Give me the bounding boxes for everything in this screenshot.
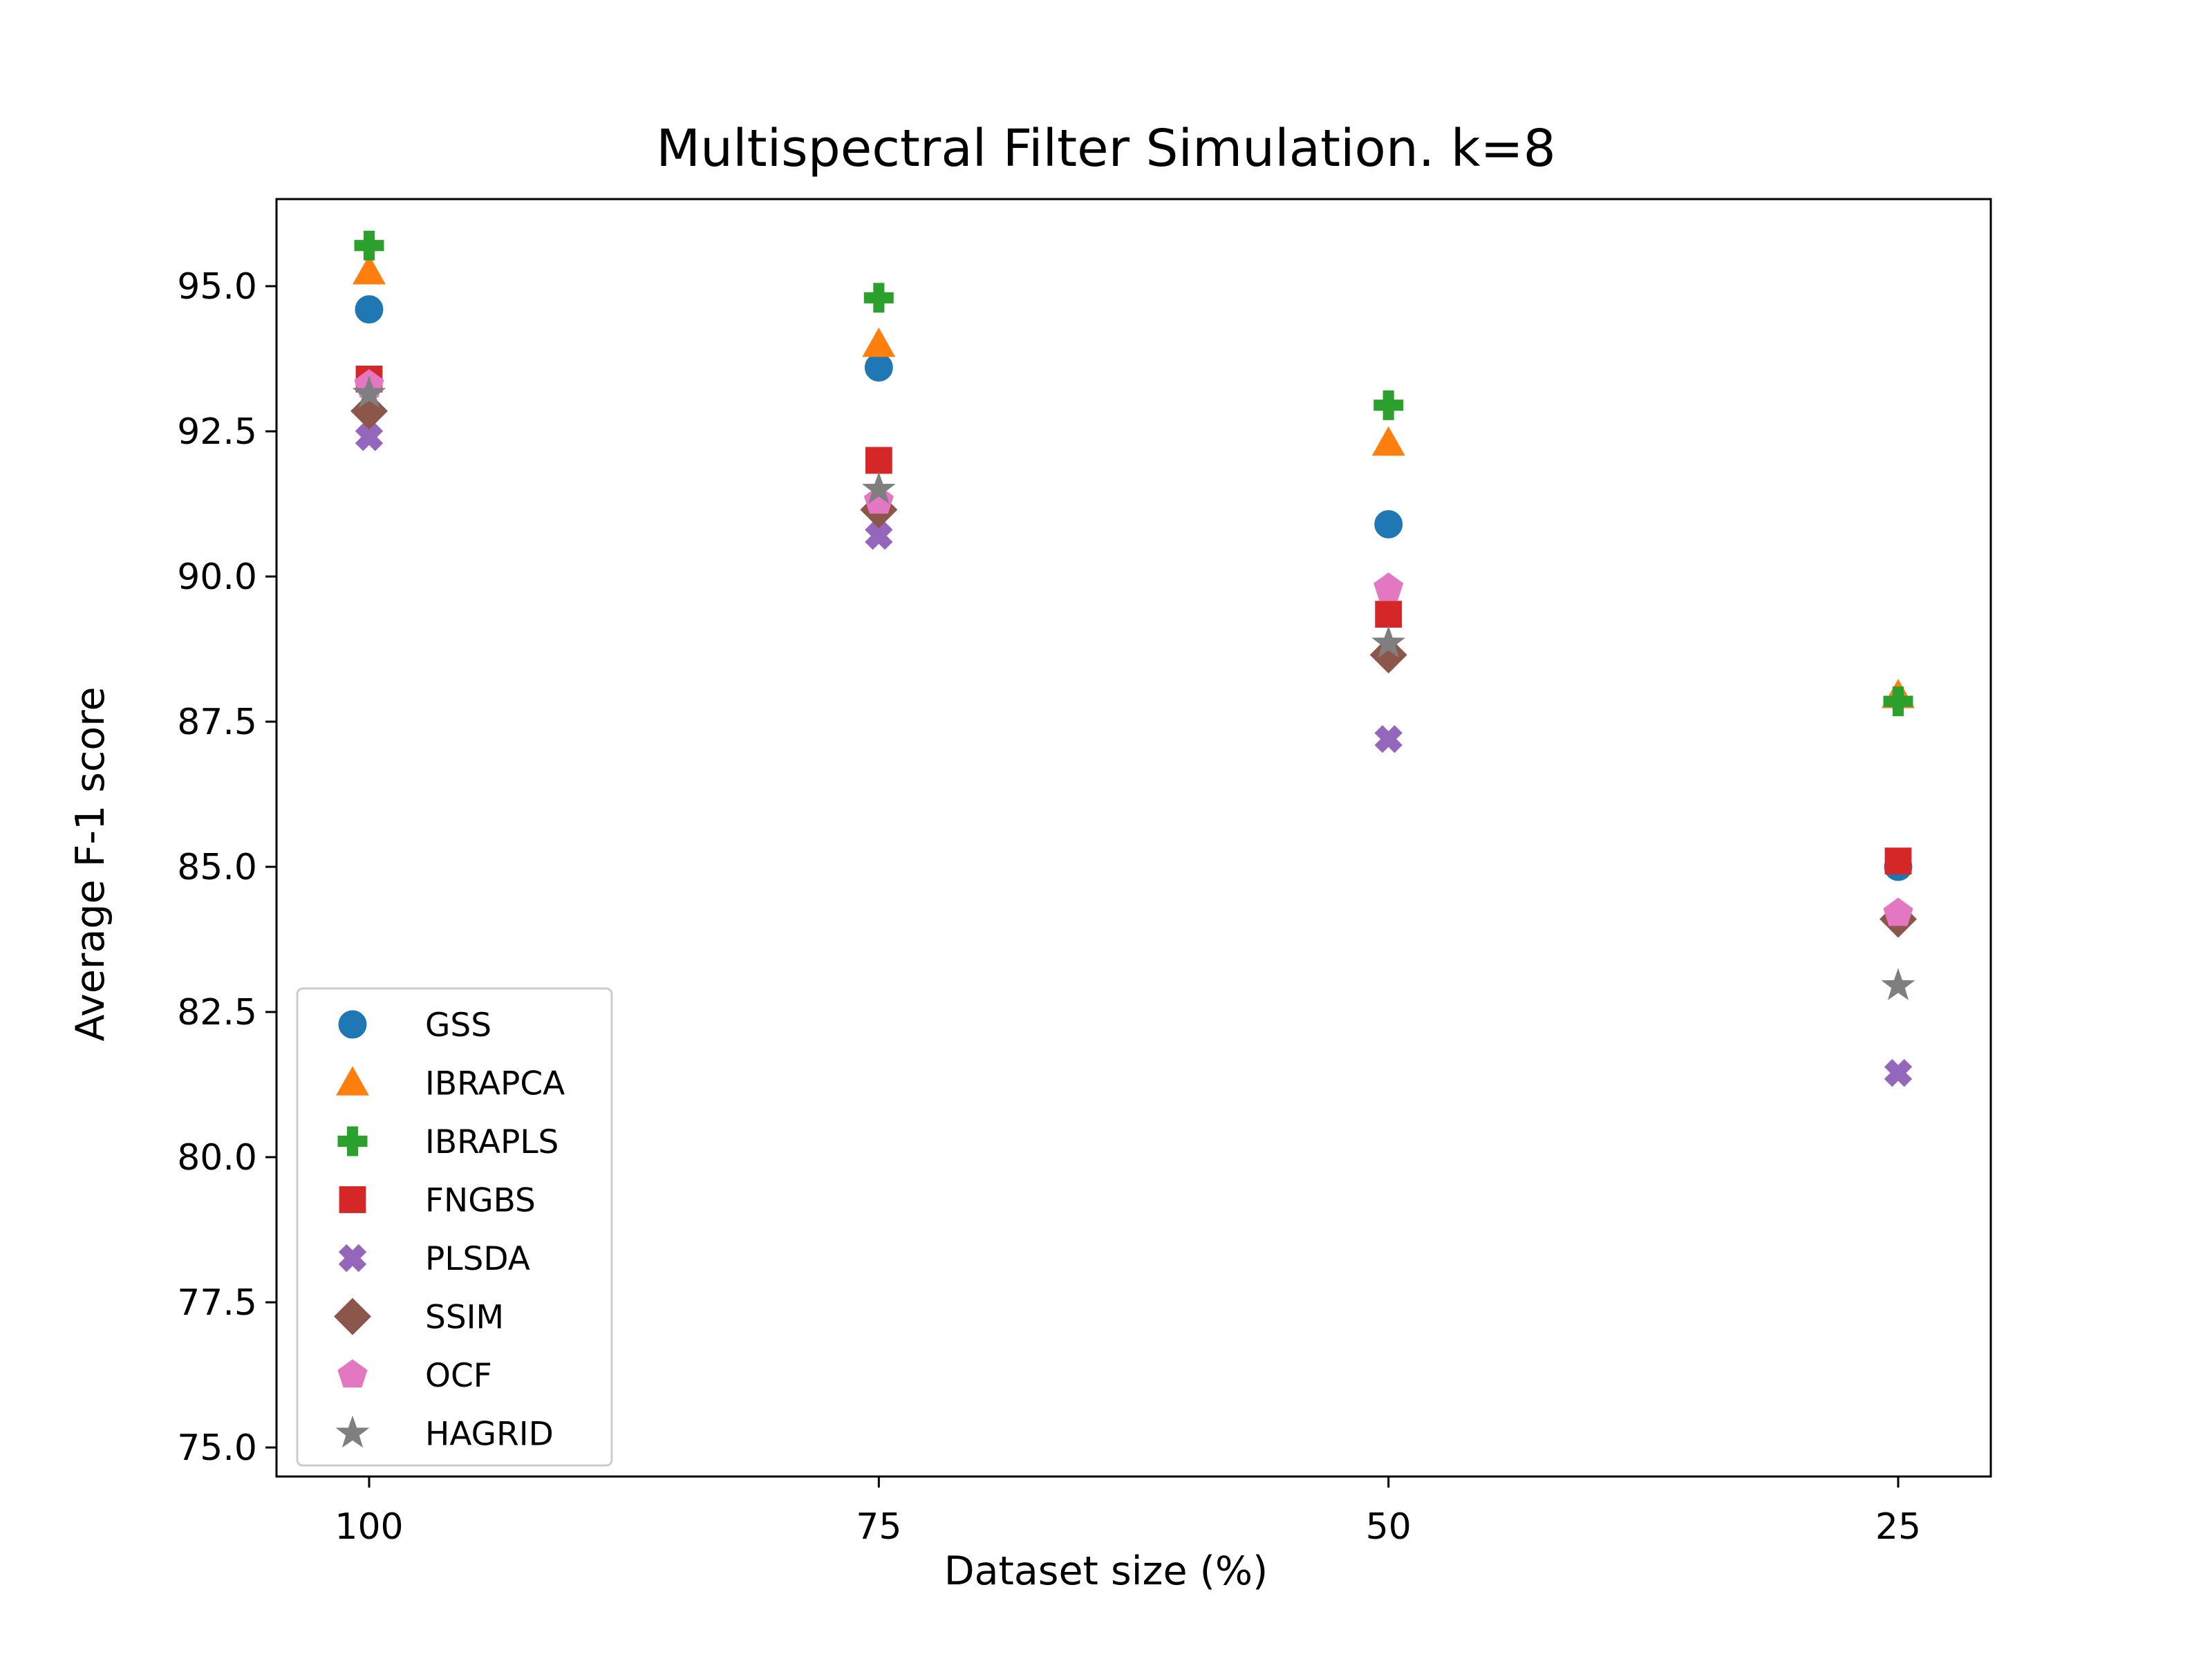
legend-marker-fngbs bbox=[339, 1186, 366, 1213]
legend-marker-ocf bbox=[337, 1359, 368, 1388]
data-point-hagrid bbox=[1881, 968, 1915, 1000]
legend-label: FNGBS bbox=[425, 1182, 536, 1220]
x-tick-label: 50 bbox=[1366, 1506, 1412, 1548]
data-point-hagrid bbox=[352, 375, 386, 409]
legend-label: IBRAPLS bbox=[425, 1123, 559, 1161]
data-point-fngbs bbox=[1375, 601, 1403, 628]
y-tick-label: 75.0 bbox=[177, 1427, 257, 1469]
legend-marker-gss bbox=[338, 1010, 367, 1039]
y-tick-label: 90.0 bbox=[177, 556, 257, 598]
y-tick-label: 85.0 bbox=[177, 847, 257, 888]
chart-title: Multispectral Filter Simulation. k=8 bbox=[656, 119, 1555, 178]
data-point-gss bbox=[1374, 509, 1403, 538]
data-point-plsda bbox=[1884, 1058, 1913, 1087]
x-tick-label: 100 bbox=[335, 1506, 403, 1548]
y-tick-label: 82.5 bbox=[177, 992, 257, 1033]
y-tick-label: 92.5 bbox=[177, 411, 257, 453]
y-tick-label: 95.0 bbox=[177, 266, 257, 308]
data-point-ibrapca bbox=[1371, 426, 1405, 456]
y-tick-label: 87.5 bbox=[177, 702, 257, 743]
legend-label: OCF bbox=[425, 1357, 492, 1395]
data-point-ocf bbox=[1883, 897, 1913, 926]
legend-marker-ibrapca bbox=[336, 1066, 369, 1096]
plot-frame bbox=[275, 198, 1992, 1478]
axes: 100 75 50 25 75.0 77.5 80.0 82.5 85.0 87.5 90.0 92.… bbox=[177, 266, 1921, 1548]
data-point-fngbs bbox=[1884, 847, 1912, 874]
legend-label: PLSDA bbox=[425, 1240, 530, 1278]
data-point-ibrapls bbox=[863, 283, 894, 313]
legend-marker-ibrapls bbox=[337, 1126, 368, 1156]
data-point-ssim bbox=[350, 392, 388, 430]
data-point-plsda bbox=[1374, 725, 1403, 753]
data-point-ibrapca bbox=[353, 254, 386, 285]
legend-label: GSS bbox=[425, 1006, 491, 1044]
data-point-gss bbox=[355, 295, 384, 324]
y-tick-label: 77.5 bbox=[177, 1282, 257, 1324]
data-point-ibrapls bbox=[354, 230, 384, 261]
x-tick-label: 75 bbox=[856, 1506, 901, 1548]
legend-marker-hagrid bbox=[335, 1415, 370, 1448]
data-point-ibrapls bbox=[1374, 390, 1404, 420]
y-tick-label: 80.0 bbox=[177, 1137, 257, 1179]
data-point-ocf bbox=[1374, 572, 1404, 601]
data-point-ssim bbox=[1369, 636, 1407, 674]
data-point-ibrapca bbox=[862, 327, 896, 357]
data-point-hagrid bbox=[861, 471, 896, 504]
data-point-ibrapls bbox=[1883, 686, 1913, 717]
x-tick-label: 25 bbox=[1875, 1506, 1921, 1548]
legend-label: SSIM bbox=[425, 1299, 504, 1337]
data-point-fngbs bbox=[865, 447, 892, 474]
legend-label: IBRAPCA bbox=[425, 1065, 565, 1103]
data-point-plsda bbox=[865, 522, 893, 550]
y-axis-label: Average F-1 score bbox=[68, 686, 113, 1041]
data-point-hagrid bbox=[1371, 625, 1406, 658]
legend-label: HAGRID bbox=[425, 1416, 554, 1454]
legend-marker-plsda bbox=[338, 1244, 367, 1273]
legend-marker-ssim bbox=[334, 1297, 372, 1335]
data-point-plsda bbox=[355, 423, 384, 451]
legend: GSS IBRAPCA IBRAPLS FNGBS PLSDA SSIM OCF HAGRID bbox=[296, 987, 613, 1467]
data-point-gss bbox=[864, 353, 893, 382]
legend-box bbox=[296, 987, 613, 1467]
data-point-ocf bbox=[863, 485, 894, 514]
data-points bbox=[350, 230, 1918, 1087]
x-axis-label: Dataset size (%) bbox=[944, 1548, 1268, 1594]
